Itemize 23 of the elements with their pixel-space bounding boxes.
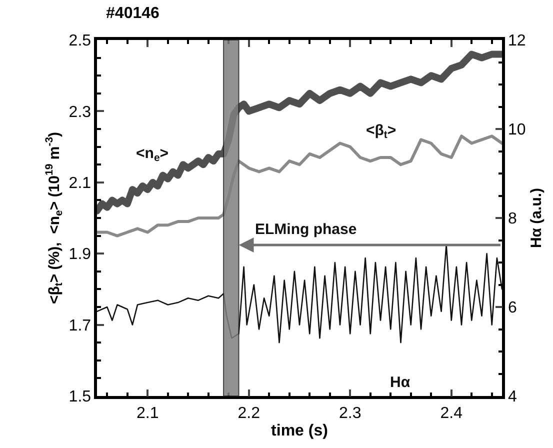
x-tick-label: 2.3 [338, 404, 362, 422]
y-tick-label: 2.1 [68, 175, 92, 192]
chart-title: #40146 [106, 4, 160, 22]
series-label: <β$_{t}$> [366, 122, 396, 142]
y2-tick-label: 12 [508, 32, 526, 50]
y-tick-label: 1.9 [68, 246, 92, 264]
y2-tick-label: 8 [508, 210, 517, 228]
y2-tick-label: 6 [508, 300, 517, 317]
y-tick-label: 2.5 [68, 32, 92, 50]
series-label: <n$_{e}$> [136, 145, 169, 164]
x-tick-label: 2.4 [440, 404, 463, 422]
y-tick-label: 2.3 [68, 104, 92, 121]
y2-tick-label: 10 [508, 122, 526, 139]
annotation: ELMing phase [255, 221, 357, 238]
x-axis-title: time (s) [271, 422, 328, 440]
x-tick-label: 2.1 [136, 404, 159, 422]
y2-axis-title: Hα (a.u.) [528, 188, 545, 248]
y-tick-label: 1.7 [68, 317, 92, 334]
x-tick-label: 2.2 [238, 404, 260, 422]
y2-tick-label: 4 [508, 388, 517, 406]
line-series [97, 244, 502, 344]
y-tick-label: 1.5 [68, 388, 92, 406]
text: Hα [390, 374, 411, 391]
